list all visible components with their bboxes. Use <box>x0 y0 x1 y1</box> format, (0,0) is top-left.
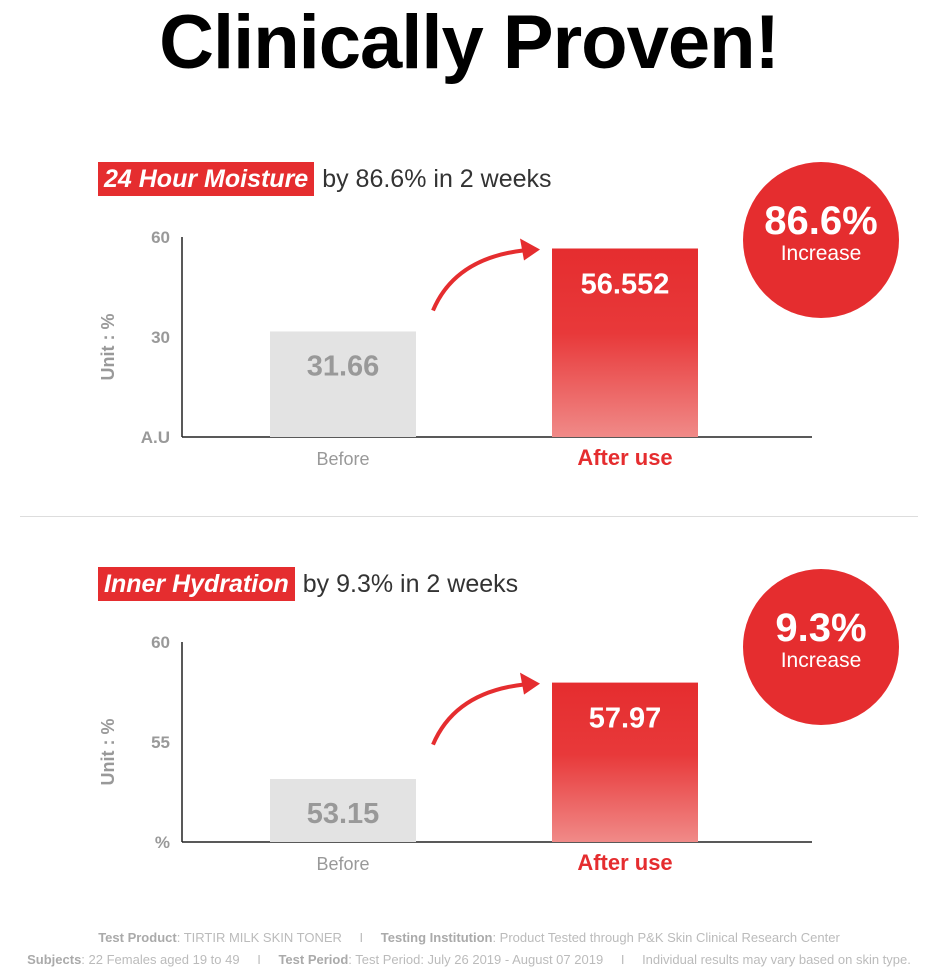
bar-value-label: 56.552 <box>581 268 670 300</box>
bar-value-label: 57.97 <box>589 703 662 735</box>
footer-separator: I <box>359 930 364 945</box>
footer-product: : TIRTIR MILK SKIN TONER <box>176 930 342 945</box>
chart-subtitle: by 9.3% in 2 weeks <box>302 569 519 598</box>
badge-label: Increase <box>780 649 862 672</box>
chart-svg: % 55 60 Unit : % 53.15 Before 57.97 After use <box>98 633 812 875</box>
chart-subtitle: by 86.6% in 2 weeks <box>322 164 552 193</box>
y-tick-label: 30 <box>151 328 170 347</box>
chart-tag: 24 Hour Moisture <box>98 162 315 196</box>
footer-period-label: Test Period <box>278 952 349 967</box>
badge-value: 86.6% <box>764 199 878 243</box>
chart-tag: Inner Hydration <box>98 567 295 601</box>
arrow-head-icon <box>520 238 540 261</box>
footer-separator: I <box>620 952 625 967</box>
footer-line-1: Test Product: TIRTIR MILK SKIN TONER I T… <box>0 930 938 945</box>
chart-heading: 24 Hour Moisture by 86.6% in 2 weeks <box>98 162 552 196</box>
chart-heading: Inner Hydration by 9.3% in 2 weeks <box>98 567 518 601</box>
page-title: Clinically Proven! <box>159 0 780 85</box>
y-tick-label: 55 <box>151 733 170 752</box>
footer-disclaimer: Individual results may vary based on ski… <box>642 952 911 967</box>
y-tick-label: 60 <box>151 633 170 652</box>
chart-hydration: Inner Hydration by 9.3% in 2 weeks 9.3% … <box>0 567 938 967</box>
footer-institution-label: Testing Institution <box>380 930 493 945</box>
y-axis-label: Unit : % <box>98 719 118 786</box>
chart-svg: A.U 30 60 Unit : % 31.66 Before 56.552 After us… <box>98 228 812 470</box>
y-tick-label: % <box>155 833 170 852</box>
footer-line-2: Subjects: 22 Females aged 19 to 49 I Tes… <box>0 952 938 967</box>
divider <box>20 516 918 517</box>
bar-after <box>552 682 698 842</box>
y-axis-label: Unit : % <box>98 314 118 381</box>
x-tick-label: After use <box>577 850 672 875</box>
increase-badge: 86.6% Increase <box>743 162 899 318</box>
x-tick-label: Before <box>316 854 369 874</box>
arrow-head-icon <box>520 672 540 695</box>
x-tick-label: After use <box>577 445 672 470</box>
bar-before <box>270 779 416 842</box>
footer-product-label: Test Product <box>98 930 177 945</box>
bar-after <box>552 248 698 437</box>
footer-subjects-label: Subjects <box>27 952 82 967</box>
bar-value-label: 31.66 <box>307 350 380 382</box>
y-tick-label: 60 <box>151 228 170 247</box>
increase-badge: 9.3% Increase <box>743 569 899 725</box>
footer-institution: : Product Tested through P&K Skin Clinic… <box>492 930 840 945</box>
badge-label: Increase <box>780 242 862 265</box>
bar-before <box>270 331 416 437</box>
chart-moisture: 24 Hour Moisture by 86.6% in 2 weeks 86.… <box>0 162 938 562</box>
bar-value-label: 53.15 <box>307 798 380 830</box>
badge-value: 9.3% <box>775 606 867 650</box>
footer-separator: I <box>257 952 261 967</box>
y-tick-label: A.U <box>141 428 170 447</box>
footer-subjects: : 22 Females aged 19 to 49 <box>81 952 240 967</box>
footer-period: : Test Period: July 26 2019 - August 07 … <box>348 952 604 967</box>
x-tick-label: Before <box>316 449 369 469</box>
increase-arrow <box>431 248 524 312</box>
increase-arrow <box>431 682 524 746</box>
